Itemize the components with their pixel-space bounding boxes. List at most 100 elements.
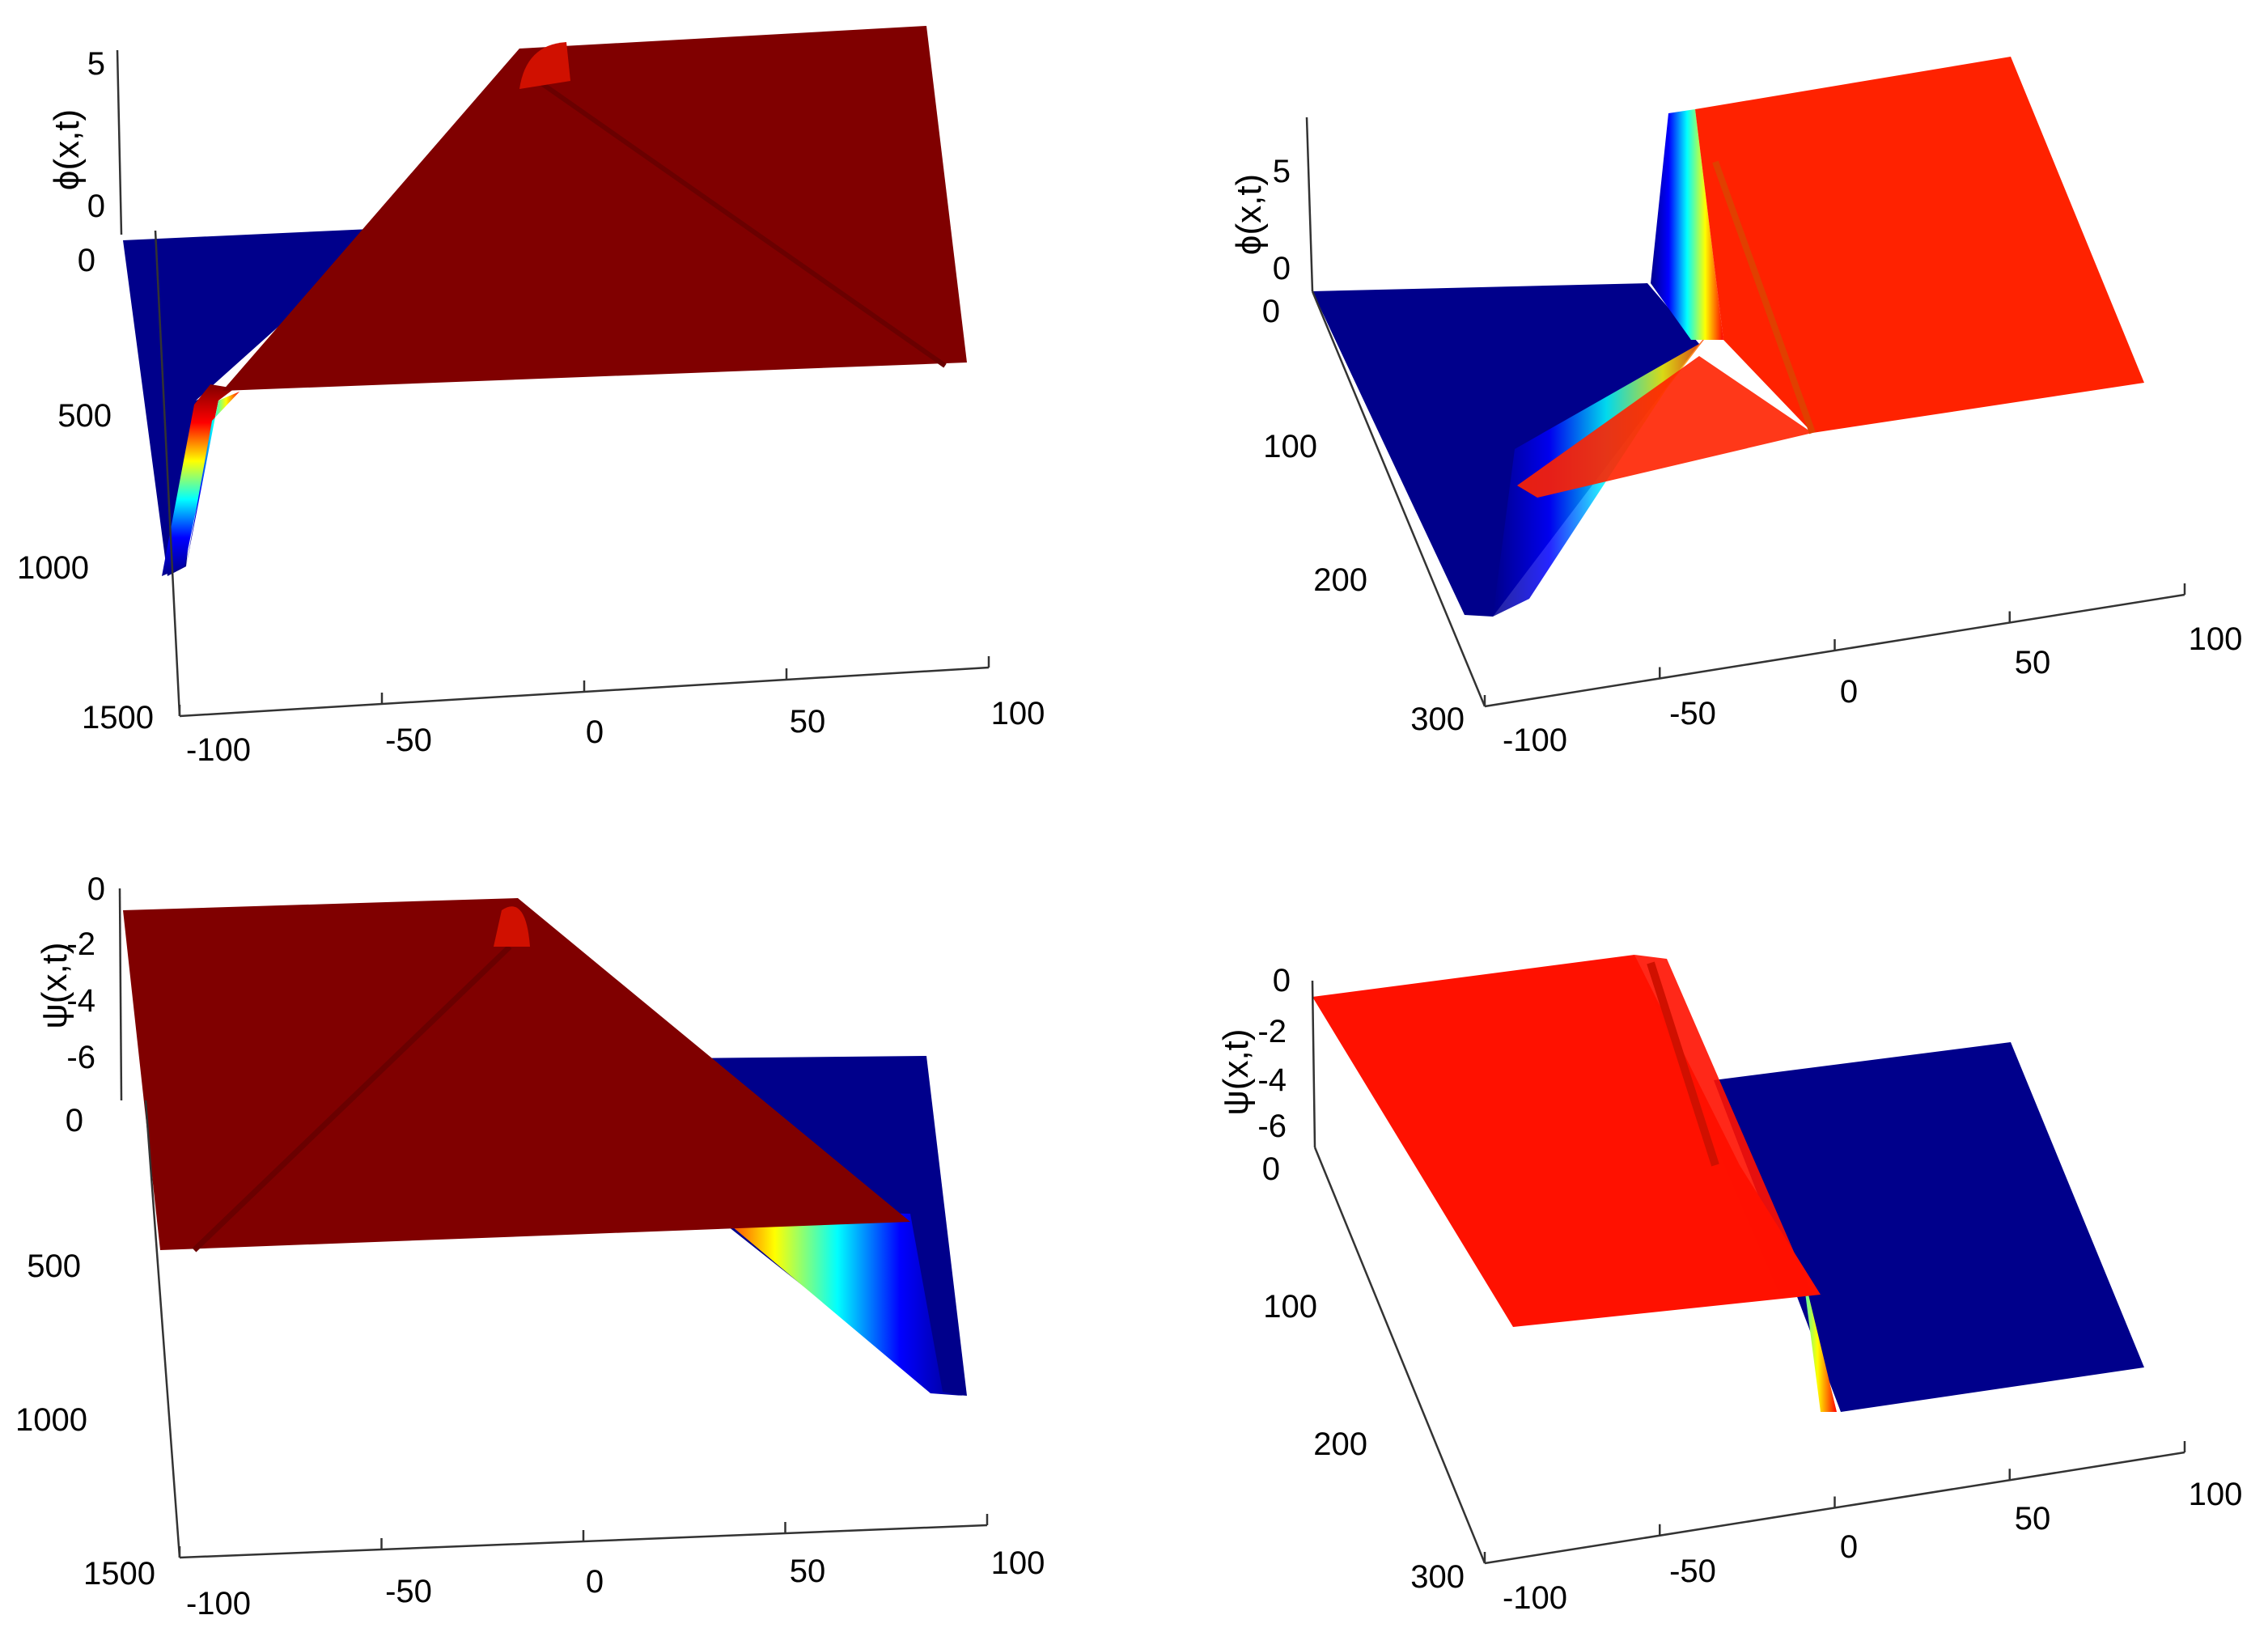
t-tick-label: 1000 <box>17 550 89 586</box>
x-tick-label: -50 <box>385 723 432 758</box>
axes-psi-long: -100 -50 0 50 100 0 500 1000 1500 0 -2 -4 -6 ψ(x,t… <box>15 871 1045 1621</box>
x-ticks-phi-long: -100 -50 0 50 100 <box>178 656 1045 768</box>
z-axis-line <box>1311 980 1316 1148</box>
t-tick-label: 100 <box>1263 429 1317 464</box>
t-tick-label: 300 <box>1410 702 1465 737</box>
x-tick-label: -50 <box>385 1574 432 1609</box>
t-tick-label: 300 <box>1410 1559 1465 1595</box>
t-tick-label: 500 <box>57 398 112 434</box>
surface-psi-long <box>123 898 967 1396</box>
z-tick-label: -2 <box>1257 1014 1287 1049</box>
z-ticks-phi-short: 50 <box>1273 154 1291 286</box>
t-ticks-psi-short: 0 100 200 300 <box>1262 1151 1465 1595</box>
z-axis-label: ψ(x,t) <box>1216 1028 1256 1115</box>
x-tick-label: -100 <box>1503 1580 1567 1616</box>
t-tick-label: 500 <box>27 1248 81 1284</box>
surface-high-plateau <box>1695 57 2144 433</box>
panel-psi-short: -100 -50 0 50 100 0 100 200 300 0 -2 -4 -6 ψ(x,t) <box>1216 955 2242 1616</box>
t-tick-label: 0 <box>1262 294 1280 329</box>
surface-psi-short <box>1312 955 2144 1412</box>
z-axis-label: ϕ(x,t) <box>1229 174 1269 255</box>
t-axis-line <box>1311 290 1486 707</box>
surface-ridge-front <box>194 898 538 1250</box>
surface-front-rim <box>1517 356 1812 498</box>
t-tick-label: 1000 <box>15 1402 87 1438</box>
z-tick-label: -2 <box>66 926 95 962</box>
x-tick-label: 100 <box>991 696 1045 731</box>
z-ticks-psi-short: 0 -2 -4 -6 <box>1257 963 1291 1144</box>
z-ticks-psi-long: 0 -2 -4 -6 <box>66 871 105 1075</box>
surface-ridge-front <box>223 49 541 391</box>
t-ticks-psi-long: 0 500 1000 1500 <box>15 1103 155 1592</box>
z-tick-label: -6 <box>1257 1109 1287 1144</box>
surface-kink-wall <box>1760 1198 1837 1412</box>
surface-high-plateau <box>123 898 910 1250</box>
t-tick-label: 200 <box>1313 562 1367 598</box>
x-tick-label: 100 <box>2189 1477 2243 1512</box>
t-ticks-phi-short: 0 100 200 300 <box>1262 294 1465 737</box>
z-tick-label: -6 <box>66 1040 95 1075</box>
z-ticks-phi-long: 50 <box>87 46 105 224</box>
z-tick-label: 0 <box>1273 963 1291 998</box>
x-ticks-phi-short: -100 -50 0 50 100 <box>1483 583 2243 758</box>
surface-kink-crest <box>519 42 570 89</box>
t-tick-label: 200 <box>1313 1426 1367 1462</box>
z-axis-label: ϕ(x,t) <box>47 109 87 190</box>
z-axis-line <box>1305 117 1314 292</box>
t-tick-label: 100 <box>1263 1289 1317 1325</box>
x-tick-label: 0 <box>586 1564 604 1600</box>
surface-kink-wall <box>712 1210 963 1396</box>
surface-low-region <box>1714 1042 2144 1412</box>
panel-psi-long: -100 -50 0 50 100 0 500 1000 1500 0 -2 -4 -6 ψ(x,t… <box>15 871 1045 1621</box>
x-tick-label: 100 <box>991 1545 1045 1581</box>
x-tick-label: -100 <box>186 732 251 768</box>
x-tick-label: -50 <box>1669 696 1716 731</box>
surface-phi-long <box>123 26 967 576</box>
surface-high-plateau <box>223 26 967 391</box>
x-tick-label: 100 <box>2189 621 2243 657</box>
t-ticks-phi-long: 0 500 1000 1500 <box>17 243 154 735</box>
surface-kink-riser <box>1651 109 1723 340</box>
z-tick-label: -4 <box>1257 1062 1287 1098</box>
z-tick-label: 0 <box>1273 251 1291 286</box>
surface-kink-wall <box>162 384 235 576</box>
surface-kink-crest <box>494 906 530 947</box>
surface-ridge-line <box>1712 160 1816 435</box>
t-tick-label: 1500 <box>83 1556 155 1592</box>
x-tick-label: -100 <box>1503 723 1567 758</box>
x-tick-label: 50 <box>2015 1501 2051 1537</box>
x-tick-label: 50 <box>790 1554 826 1589</box>
surface-phi-short <box>1312 57 2144 617</box>
z-tick-label: 0 <box>87 189 105 224</box>
t-axis-line <box>154 230 181 717</box>
axes-psi-short: -100 -50 0 50 100 0 100 200 300 0 -2 -4 -6 ψ(x,t) <box>1216 963 2242 1616</box>
surface-ridge-line <box>192 944 512 1253</box>
surface-kink-front <box>186 392 240 566</box>
z-tick-label: 0 <box>87 871 105 907</box>
x-tick-label: 0 <box>1840 674 1858 710</box>
x-ticks-psi-short: -100 -50 0 50 100 <box>1483 1441 2243 1616</box>
t-axis-line <box>1313 1147 1486 1564</box>
t-axis-line <box>144 1100 181 1558</box>
x-tick-label: -50 <box>1669 1554 1716 1589</box>
surface-low-region <box>1312 283 1699 617</box>
surface-ridge-line <box>536 78 947 368</box>
z-axis-line <box>116 49 123 235</box>
x-tick-label: -100 <box>186 1586 251 1621</box>
x-tick-label: 0 <box>1840 1529 1858 1565</box>
x-tick-label: 50 <box>2015 645 2051 680</box>
x-ticks-psi-long: -100 -50 0 50 100 <box>178 1514 1045 1621</box>
surface-kink-line <box>1647 961 1719 1167</box>
z-axis-label: ψ(x,t) <box>35 942 74 1028</box>
z-tick-label: 5 <box>87 46 105 82</box>
t-tick-label: 0 <box>1262 1151 1280 1187</box>
x-tick-label: 50 <box>790 704 826 740</box>
t-tick-label: 0 <box>66 1103 83 1138</box>
z-tick-label: -4 <box>66 983 95 1019</box>
z-axis-line <box>118 888 123 1101</box>
surface-high-plateau <box>1312 955 1821 1327</box>
z-tick-label: 5 <box>1273 154 1291 189</box>
